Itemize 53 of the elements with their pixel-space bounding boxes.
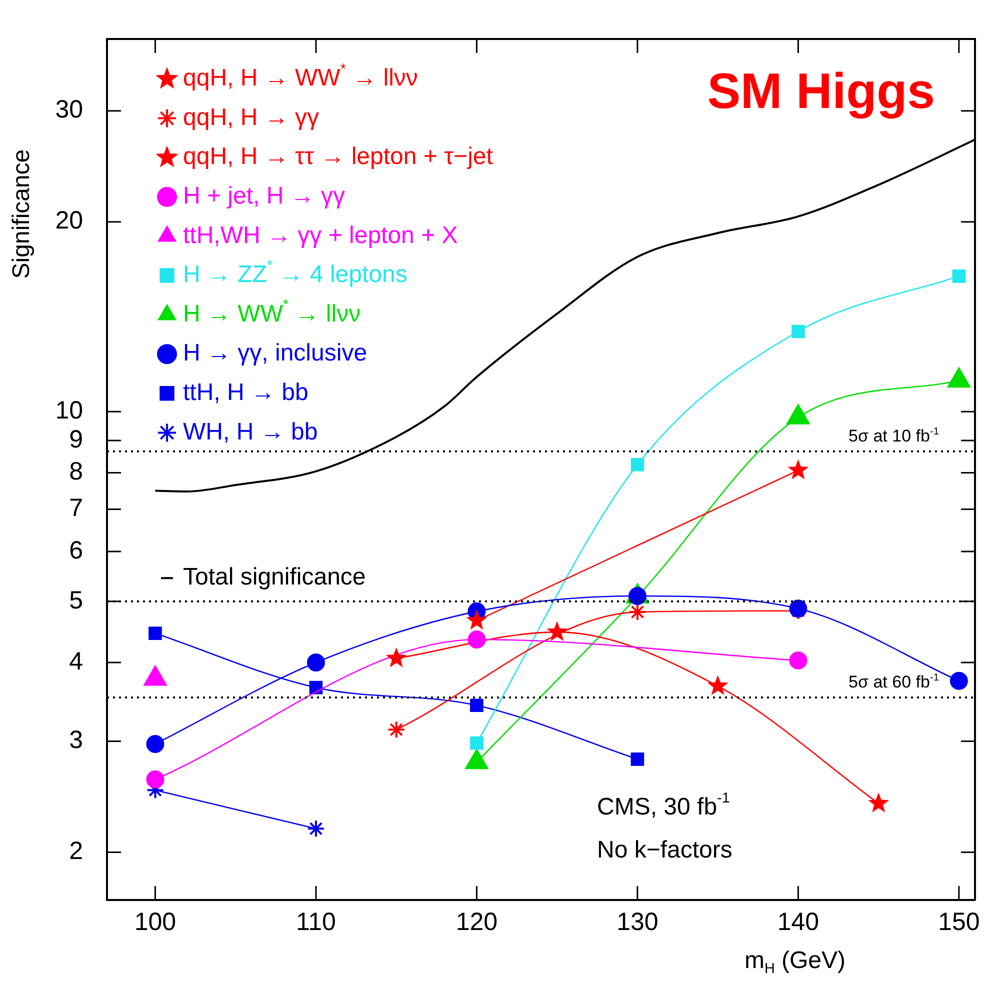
legend-label: qqH, H → γγ [183, 104, 320, 131]
legend-label: Total significance [183, 564, 366, 591]
y-axis-title: Significance [8, 149, 35, 279]
point [630, 752, 644, 766]
x-tick-label: 150 [938, 908, 980, 936]
legend-label: ttH,WH → γγ + lepton + X [183, 222, 458, 249]
point [707, 675, 728, 695]
y-tick-label: 4 [69, 647, 84, 676]
point [387, 720, 406, 739]
point [792, 324, 805, 338]
y-tick-label: 7 [69, 494, 83, 522]
x-tick-label: 130 [616, 908, 658, 936]
text: SM Higgs [707, 62, 935, 119]
point [789, 651, 808, 670]
legend-label: H → ZZ* → 4 leptons [183, 258, 408, 288]
legend-label: ttH, H → bb [183, 379, 308, 406]
point [628, 603, 646, 621]
y-tick-label: 5 [69, 586, 83, 614]
legend-label: H → WW* → llνν [183, 297, 361, 328]
y-tick-label: 10 [55, 396, 83, 425]
point [630, 458, 644, 472]
y-tick-label: 8 [69, 458, 83, 486]
point [868, 792, 890, 812]
point [466, 610, 488, 630]
point [148, 626, 162, 640]
point [146, 735, 164, 754]
point [950, 672, 968, 690]
point [306, 653, 325, 672]
y-tick-label: 3 [69, 726, 83, 754]
point [468, 630, 486, 649]
x-tick-label: 120 [456, 908, 498, 936]
x-tick-label: 110 [296, 908, 336, 936]
y-tick-label: 6 [69, 536, 83, 564]
y-tick-label: 20 [55, 206, 83, 235]
point [546, 621, 568, 641]
point [470, 698, 484, 712]
annotation: No k−factors [597, 836, 732, 864]
legend-label: H + jet, H → γγ [183, 182, 346, 210]
point [306, 820, 325, 838]
y-tick-label: 2 [69, 837, 83, 866]
point [952, 270, 966, 283]
x-tick-label: 140 [777, 908, 820, 936]
legend-label: qqH, H → WW* → llνν [183, 61, 418, 92]
legend-label: H → γγ, inclusive [183, 340, 368, 367]
point [470, 736, 484, 750]
y-tick-label: 30 [55, 96, 83, 124]
point [788, 459, 809, 480]
point [146, 770, 164, 788]
y-tick-label: 9 [69, 425, 83, 454]
legend-label: WH, H → bb [183, 418, 318, 446]
x-tick-label: 100 [134, 908, 176, 936]
legend-label: qqH, H → ττ → lepton + τ−jet [183, 143, 494, 170]
point [386, 647, 407, 668]
